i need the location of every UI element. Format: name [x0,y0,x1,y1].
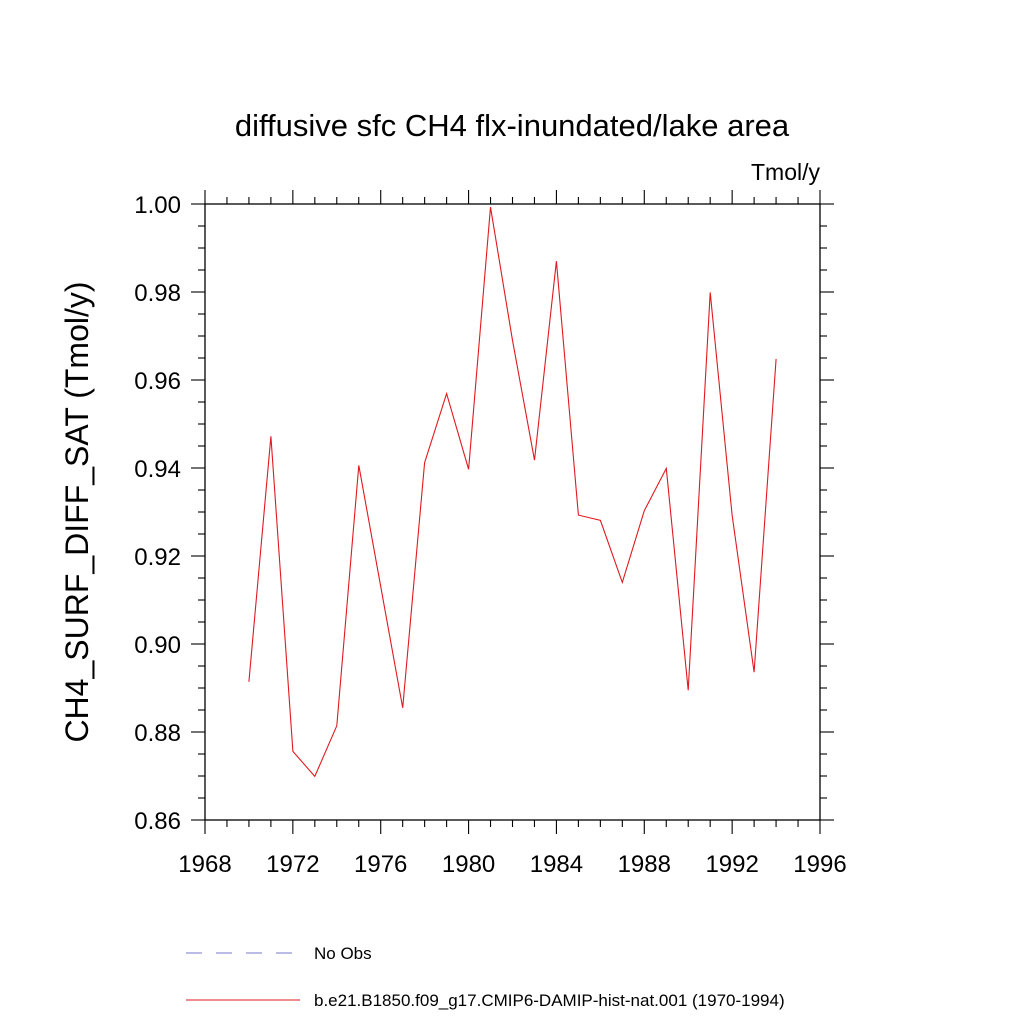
y-tick-label: 0.88 [134,720,181,747]
y-tick-label: 1.00 [134,192,181,219]
x-tick-label: 1996 [793,851,846,878]
units-label: Tmol/y [751,159,821,185]
legend-label-no-obs: No Obs [314,944,372,963]
y-axis-label: CH4_SURF_DIFF_SAT (Tmol/y) [59,281,95,742]
series-line [248,207,777,778]
legend: No Obs b.e21.B1850.f09_g17.CMIP6-DAMIP-h… [186,944,785,1010]
y-tick-label: 0.92 [134,544,181,571]
x-tick-label: 1968 [178,851,231,878]
axis-ticks: 1968 1972 1976 1980 1984 1988 1992 1996 0.86 0.88… [134,190,847,878]
x-tick-label: 1976 [354,851,407,878]
y-tick-label: 0.96 [134,368,181,395]
chart-title: diffusive sfc CH4 flx-inundated/lake are… [235,108,790,143]
series-layer [248,207,777,778]
x-tick-label: 1972 [266,851,319,878]
plot-frame [204,203,821,821]
x-tick-label: 1980 [442,851,495,878]
x-tick-label: 1988 [618,851,671,878]
legend-label-model-run: b.e21.B1850.f09_g17.CMIP6-DAMIP-hist-nat… [314,991,785,1010]
y-tick-label: 0.98 [134,280,181,307]
y-tick-label: 0.86 [134,808,181,835]
y-tick-label: 0.94 [134,456,181,483]
x-tick-label: 1984 [530,851,583,878]
y-tick-label: 0.90 [134,632,181,659]
x-tick-label: 1992 [705,851,758,878]
